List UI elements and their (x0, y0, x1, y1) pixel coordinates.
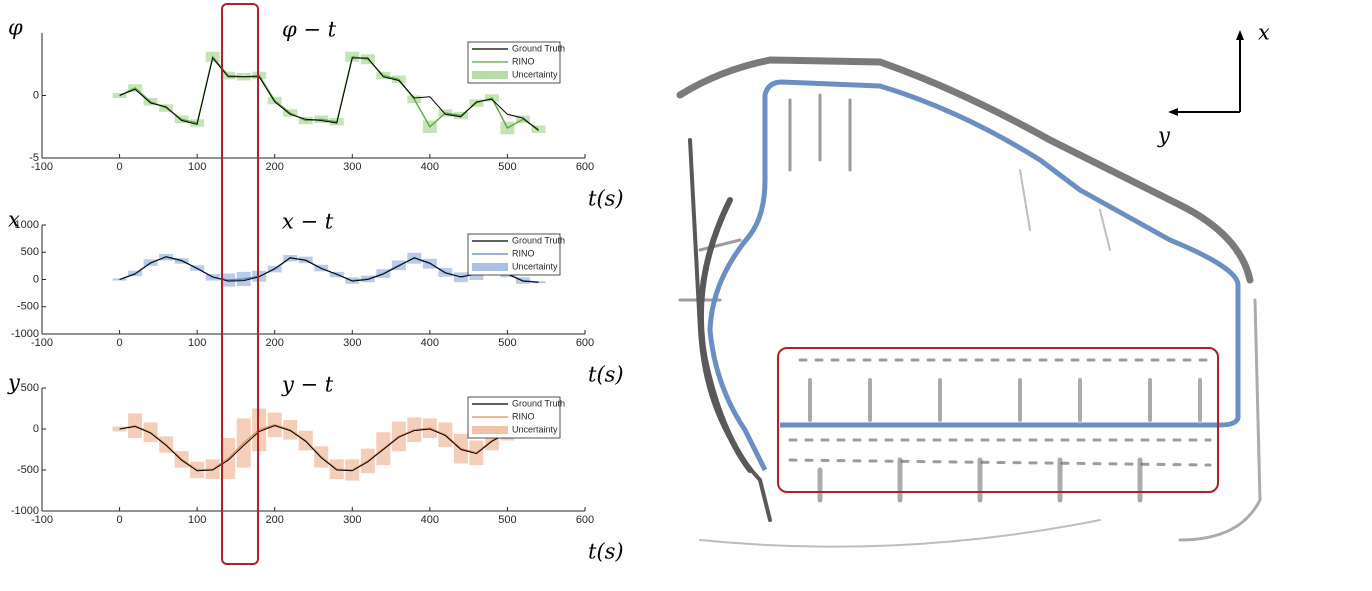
figure: -50-1000100200300400500600φ − tφt(s)Grou… (0, 0, 1372, 586)
x-axis-label: t(s) (588, 363, 624, 387)
x-tick-label: 500 (498, 161, 516, 173)
x-tick-label: 200 (266, 514, 284, 526)
y-tick-label: 0 (33, 423, 39, 435)
y-tick-label: -500 (17, 464, 39, 476)
arrow-head (1236, 30, 1244, 40)
map: x y (680, 21, 1270, 547)
chart-title: x − t (282, 210, 334, 234)
y-axis-label: φ (8, 16, 23, 40)
legend-label: Ground Truth (512, 398, 565, 408)
x-tick-label: 100 (188, 161, 206, 173)
x-tick-label: 400 (421, 337, 439, 349)
x-tick-label: 100 (188, 337, 206, 349)
x-tick-label: 500 (498, 337, 516, 349)
x-axis-label: t(s) (588, 540, 624, 564)
x-tick-label: 600 (576, 514, 594, 526)
y-tick-label: -500 (17, 301, 39, 313)
chart-title: y − t (281, 373, 334, 397)
legend-label: Uncertainty (512, 69, 558, 79)
legend-label: Ground Truth (512, 235, 565, 245)
arrow-head (1168, 108, 1178, 116)
x-tick-label: 300 (343, 161, 361, 173)
y-tick-label: 500 (21, 246, 39, 258)
x-tick-label: 600 (576, 161, 594, 173)
x-tick-label: 0 (117, 337, 123, 349)
y-tick-label: 0 (33, 89, 39, 101)
x-tick-label: -100 (31, 337, 53, 349)
legend-label: RINO (512, 411, 535, 421)
legend-label: RINO (512, 56, 535, 66)
legend-label: Uncertainty (512, 424, 558, 434)
y-axis-label: y (7, 371, 21, 395)
chart-title: φ − t (282, 18, 337, 42)
legend-swatch (472, 426, 508, 434)
legend-label: Uncertainty (512, 261, 558, 271)
legend-swatch (472, 71, 508, 79)
legend-label: Ground Truth (512, 43, 565, 53)
y-tick-label: 500 (21, 382, 39, 394)
x-tick-label: 100 (188, 514, 206, 526)
map-axis-label: x (1258, 21, 1270, 45)
x-tick-label: 600 (576, 337, 594, 349)
x-tick-label: 0 (117, 161, 123, 173)
x-tick-label: 400 (421, 161, 439, 173)
legend-label: RINO (512, 248, 535, 258)
y-axis-label: x (8, 208, 20, 232)
x-tick-label: 300 (343, 337, 361, 349)
x-axis-label: t(s) (588, 187, 624, 211)
y-tick-label: 0 (33, 273, 39, 285)
legend-swatch (472, 263, 508, 271)
map-axis-label: y (1157, 124, 1171, 148)
x-tick-label: -100 (31, 514, 53, 526)
x-tick-label: 200 (266, 161, 284, 173)
x-tick-label: 500 (498, 514, 516, 526)
x-tick-label: 400 (421, 514, 439, 526)
x-tick-label: 0 (117, 514, 123, 526)
x-tick-label: 300 (343, 514, 361, 526)
x-tick-label: -100 (31, 161, 53, 173)
x-tick-label: 200 (266, 337, 284, 349)
